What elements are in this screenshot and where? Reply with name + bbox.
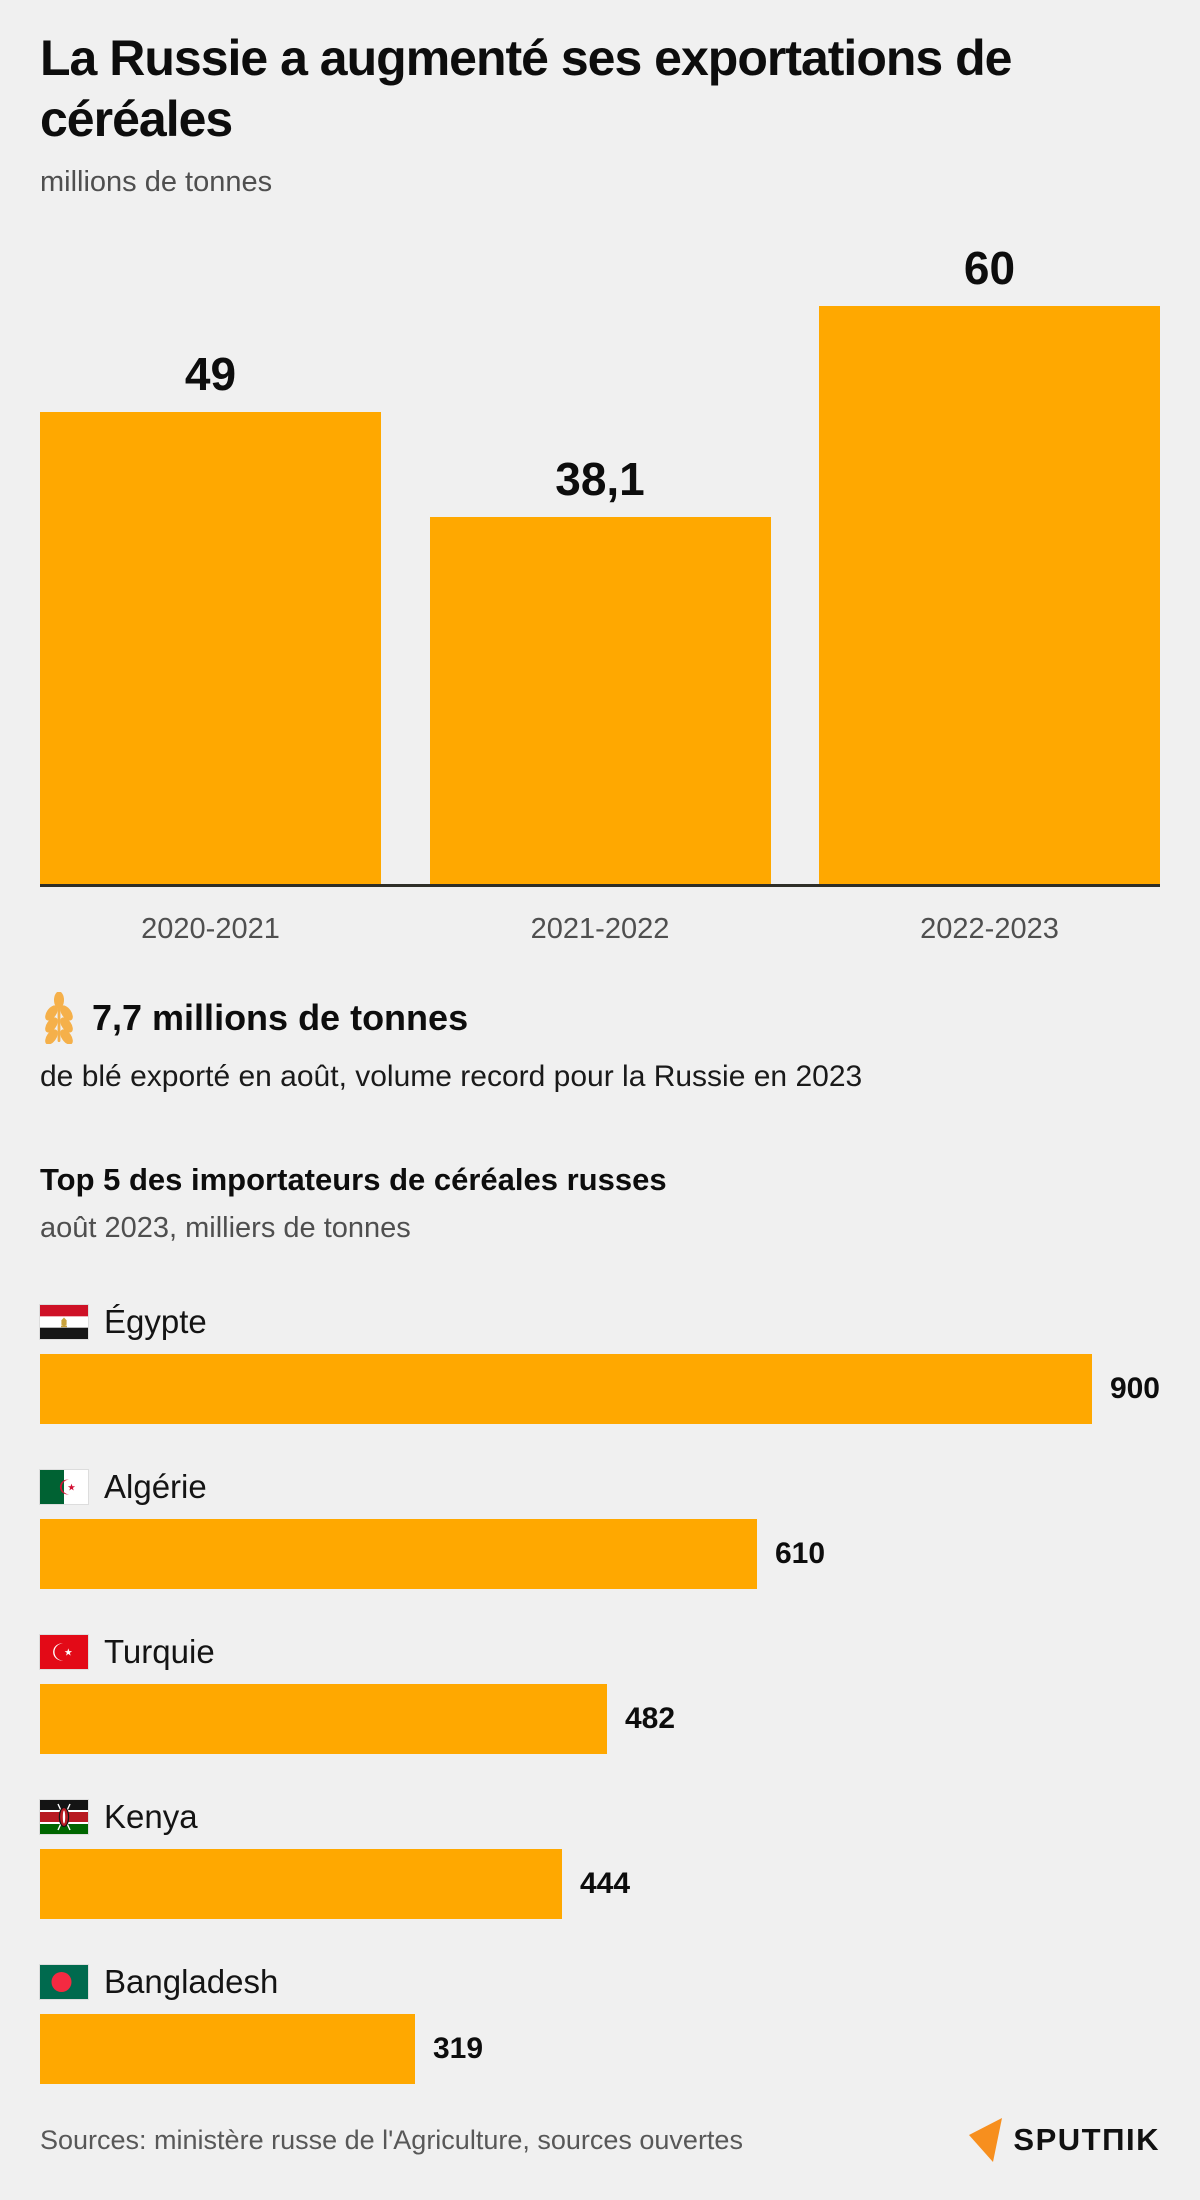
flag-kenya-icon	[40, 1800, 88, 1834]
country-label: Algérie	[104, 1468, 207, 1505]
importer-row: Égypte 900	[40, 1303, 1160, 1424]
importer-row: Turquie 482	[40, 1633, 1160, 1754]
country-label: Turquie	[104, 1633, 215, 1670]
footer: Sources: ministère russe de l'Agricultur…	[40, 2118, 1160, 2162]
importer-bar-row: 610	[40, 1519, 1160, 1589]
bar-value-label: 49	[184, 348, 237, 400]
hbar	[40, 1354, 1092, 1424]
sputnik-arrow-icon	[969, 2118, 1003, 2162]
importer-bar-row: 900	[40, 1354, 1160, 1424]
importer-row: Kenya 444	[40, 1798, 1160, 1919]
highlight-headline-row: 7,7 millions de tonnes	[40, 992, 1160, 1044]
highlight-subtext: de blé exporté en août, volume record po…	[40, 1060, 863, 1093]
sputnik-logo-text: SPUTΠIK	[1013, 2122, 1160, 2157]
bar-value-label: 60	[963, 242, 1016, 294]
importer-bar-row: 444	[40, 1849, 1160, 1919]
importer-bar-row: 482	[40, 1684, 1160, 1754]
country-label: Égypte	[104, 1303, 207, 1340]
header: La Russie a augmenté ses exportations de…	[40, 0, 1160, 199]
hbar-value-label: 900	[1109, 1372, 1160, 1405]
bar-value-label: 38,1	[555, 453, 645, 505]
top5-section: Top 5 des importateurs de céréales russe…	[40, 1162, 1160, 2084]
importer-row: Bangladesh 319	[40, 1963, 1160, 2084]
importer-row: Algérie 610	[40, 1468, 1160, 1589]
hbar-value-label: 610	[775, 1537, 826, 1570]
hbar	[40, 2014, 415, 2084]
hbar	[40, 1849, 562, 1919]
bar	[40, 412, 381, 884]
hbar-value-label: 319	[433, 2032, 484, 2065]
flag-turkey-icon	[40, 1635, 88, 1669]
hbar-value-label: 482	[625, 1702, 676, 1735]
x-axis-label: 2021-2022	[530, 913, 670, 945]
flag-egypt-icon	[40, 1305, 88, 1339]
country-label: Bangladesh	[104, 1963, 279, 2000]
flag-algeria-icon	[40, 1470, 88, 1504]
hbar	[40, 1519, 757, 1589]
bar-group: 60	[819, 245, 1160, 884]
hbar-value-label: 444	[580, 1867, 631, 1900]
importer-bar-row: 319	[40, 2014, 1160, 2084]
country-label: Kenya	[104, 1798, 198, 1835]
hbar	[40, 1684, 607, 1754]
importer-label-row: Turquie	[40, 1633, 1160, 1671]
top5-subtitle: août 2023, milliers de tonnes	[40, 1212, 411, 1244]
importer-label-row: Kenya	[40, 1798, 1160, 1836]
exports-bar-chart: 49 38,1 60	[40, 245, 1160, 887]
sources-text: Sources: ministère russe de l'Agricultur…	[40, 2124, 743, 2155]
bar-group: 49	[40, 351, 381, 884]
exports-x-axis: 2020-2021 2021-2022 2022-2023	[40, 913, 1160, 946]
bar	[429, 517, 771, 884]
x-axis-label: 2022-2023	[920, 913, 1059, 945]
bar	[819, 306, 1160, 884]
wheat-icon	[45, 992, 73, 1044]
highlight-block: 7,7 millions de tonnes de blé exporté en…	[40, 992, 1160, 1094]
highlight-headline: 7,7 millions de tonnes	[92, 997, 469, 1038]
flag-bangladesh-icon	[40, 1965, 88, 1999]
importer-label-row: Algérie	[40, 1468, 1160, 1506]
x-axis-label: 2020-2021	[141, 913, 280, 945]
page-subtitle: millions de tonnes	[40, 166, 273, 198]
top5-title: Top 5 des importateurs de céréales russe…	[40, 1162, 667, 1197]
bar-group: 38,1	[429, 453, 771, 884]
importer-label-row: Égypte	[40, 1303, 1160, 1341]
top5-importers-chart: Égypte 900 Algérie 610 Turquie 482 Kenya 444 Ban…	[40, 1303, 1160, 2084]
page-title: La Russie a augmenté ses exportations de…	[40, 30, 1012, 147]
importer-label-row: Bangladesh	[40, 1963, 1160, 2001]
sputnik-logo: SPUTΠIK	[967, 2118, 1160, 2162]
